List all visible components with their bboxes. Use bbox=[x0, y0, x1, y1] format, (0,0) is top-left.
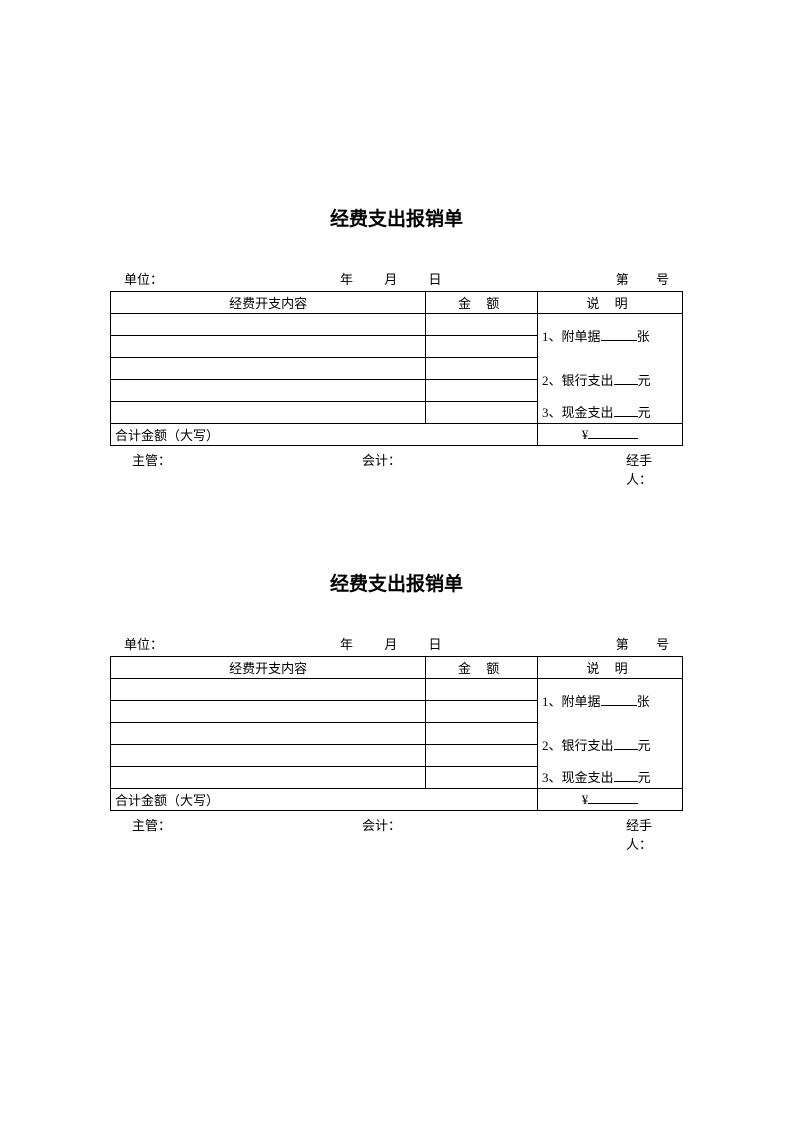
desc-cell-3: 3、现金支出 元 bbox=[538, 402, 683, 424]
amount-cell bbox=[426, 380, 538, 402]
handler-label: 经手人： bbox=[592, 815, 671, 853]
yen-underline bbox=[588, 426, 638, 439]
accountant-label: 会计： bbox=[362, 450, 592, 488]
amount-cell bbox=[426, 745, 538, 767]
day-label: 日 bbox=[429, 269, 442, 288]
amount-cell bbox=[426, 701, 538, 723]
desc1-suffix: 张 bbox=[637, 691, 650, 710]
content-cell bbox=[111, 701, 426, 723]
header-row: 经费开支内容 金 额 说 明 bbox=[111, 657, 683, 679]
total-row: 合计金额（大写） ¥ bbox=[111, 424, 683, 446]
desc1-underline bbox=[601, 328, 637, 341]
yen-underline bbox=[588, 791, 638, 804]
content-cell bbox=[111, 402, 426, 424]
header-desc: 说 明 bbox=[538, 657, 683, 679]
form-title: 经费支出报销单 bbox=[110, 204, 683, 231]
header-amount: 金 额 bbox=[426, 292, 538, 314]
date-labels: 年 月 日 bbox=[340, 634, 538, 653]
desc-cell-1: 1、附单据 张 bbox=[538, 314, 683, 358]
desc2-suffix: 元 bbox=[638, 735, 651, 754]
content-cell bbox=[111, 336, 426, 358]
desc3-suffix: 元 bbox=[638, 767, 651, 786]
content-cell bbox=[111, 314, 426, 336]
header-amount: 金 额 bbox=[426, 657, 538, 679]
amount-cell bbox=[426, 358, 538, 380]
header-desc: 说 明 bbox=[538, 292, 683, 314]
content-cell bbox=[111, 723, 426, 745]
footer-row: 主管： 会计： 经手人： bbox=[110, 811, 683, 853]
table-row: 2、银行支出 元 bbox=[111, 723, 683, 745]
desc3-underline bbox=[614, 769, 638, 782]
content-cell bbox=[111, 767, 426, 789]
table-row: 1、附单据 张 bbox=[111, 314, 683, 336]
manager-label: 主管： bbox=[132, 815, 362, 853]
reimbursement-form-2: 经费支出报销单 单位： 年 月 日 第 号 经费开支内容 金 额 说 明 1、附… bbox=[110, 569, 683, 853]
no-suffix: 号 bbox=[656, 269, 669, 288]
no-suffix: 号 bbox=[656, 634, 669, 653]
content-cell bbox=[111, 358, 426, 380]
amount-cell bbox=[426, 767, 538, 789]
total-row: 合计金额（大写） ¥ bbox=[111, 789, 683, 811]
desc2-underline bbox=[614, 737, 638, 750]
header-content: 经费开支内容 bbox=[111, 292, 426, 314]
desc2-suffix: 元 bbox=[638, 370, 651, 389]
total-label: 合计金额（大写） bbox=[111, 424, 538, 446]
no-prefix: 第 bbox=[616, 634, 629, 653]
desc1-suffix: 张 bbox=[637, 326, 650, 345]
header-content: 经费开支内容 bbox=[111, 657, 426, 679]
year-label: 年 bbox=[340, 269, 353, 288]
amount-cell bbox=[426, 336, 538, 358]
year-label: 年 bbox=[340, 634, 353, 653]
desc1-prefix: 1、附单据 bbox=[542, 691, 601, 710]
unit-label: 单位： bbox=[124, 269, 340, 288]
amount-cell bbox=[426, 314, 538, 336]
desc-cell-2: 2、银行支出 元 bbox=[538, 723, 683, 767]
table-row: 3、现金支出 元 bbox=[111, 402, 683, 424]
desc1-prefix: 1、附单据 bbox=[542, 326, 601, 345]
no-prefix: 第 bbox=[616, 269, 629, 288]
total-yen-cell: ¥ bbox=[538, 789, 683, 811]
number-labels: 第 号 bbox=[538, 634, 669, 653]
content-cell bbox=[111, 679, 426, 701]
desc3-suffix: 元 bbox=[638, 402, 651, 421]
unit-label: 单位： bbox=[124, 634, 340, 653]
content-cell bbox=[111, 380, 426, 402]
table-row: 1、附单据 张 bbox=[111, 679, 683, 701]
desc3-prefix: 3、现金支出 bbox=[542, 767, 614, 786]
amount-cell bbox=[426, 679, 538, 701]
desc2-prefix: 2、银行支出 bbox=[542, 735, 614, 754]
accountant-label: 会计： bbox=[362, 815, 592, 853]
form-title: 经费支出报销单 bbox=[110, 569, 683, 596]
handler-label: 经手人： bbox=[592, 450, 671, 488]
total-label: 合计金额（大写） bbox=[111, 789, 538, 811]
desc-cell-2: 2、银行支出 元 bbox=[538, 358, 683, 402]
month-label: 月 bbox=[384, 269, 397, 288]
table-row: 3、现金支出 元 bbox=[111, 767, 683, 789]
header-row: 经费开支内容 金 额 说 明 bbox=[111, 292, 683, 314]
meta-row: 单位： 年 月 日 第 号 bbox=[110, 269, 683, 291]
manager-label: 主管： bbox=[132, 450, 362, 488]
table-row: 2、银行支出 元 bbox=[111, 358, 683, 380]
desc-cell-1: 1、附单据 张 bbox=[538, 679, 683, 723]
desc3-underline bbox=[614, 404, 638, 417]
number-labels: 第 号 bbox=[538, 269, 669, 288]
month-label: 月 bbox=[384, 634, 397, 653]
desc2-prefix: 2、银行支出 bbox=[542, 370, 614, 389]
desc2-underline bbox=[614, 372, 638, 385]
expense-table: 经费开支内容 金 额 说 明 1、附单据 张 2、 bbox=[110, 291, 683, 446]
desc3-prefix: 3、现金支出 bbox=[542, 402, 614, 421]
total-yen-cell: ¥ bbox=[538, 424, 683, 446]
amount-cell bbox=[426, 402, 538, 424]
date-labels: 年 月 日 bbox=[340, 269, 538, 288]
content-cell bbox=[111, 745, 426, 767]
desc-cell-3: 3、现金支出 元 bbox=[538, 767, 683, 789]
desc1-underline bbox=[601, 693, 637, 706]
day-label: 日 bbox=[429, 634, 442, 653]
amount-cell bbox=[426, 723, 538, 745]
expense-table: 经费开支内容 金 额 说 明 1、附单据 张 2、 bbox=[110, 656, 683, 811]
meta-row: 单位： 年 月 日 第 号 bbox=[110, 634, 683, 656]
footer-row: 主管： 会计： 经手人： bbox=[110, 446, 683, 488]
reimbursement-form-1: 经费支出报销单 单位： 年 月 日 第 号 经费开支内容 金 额 说 明 1、附… bbox=[110, 204, 683, 488]
